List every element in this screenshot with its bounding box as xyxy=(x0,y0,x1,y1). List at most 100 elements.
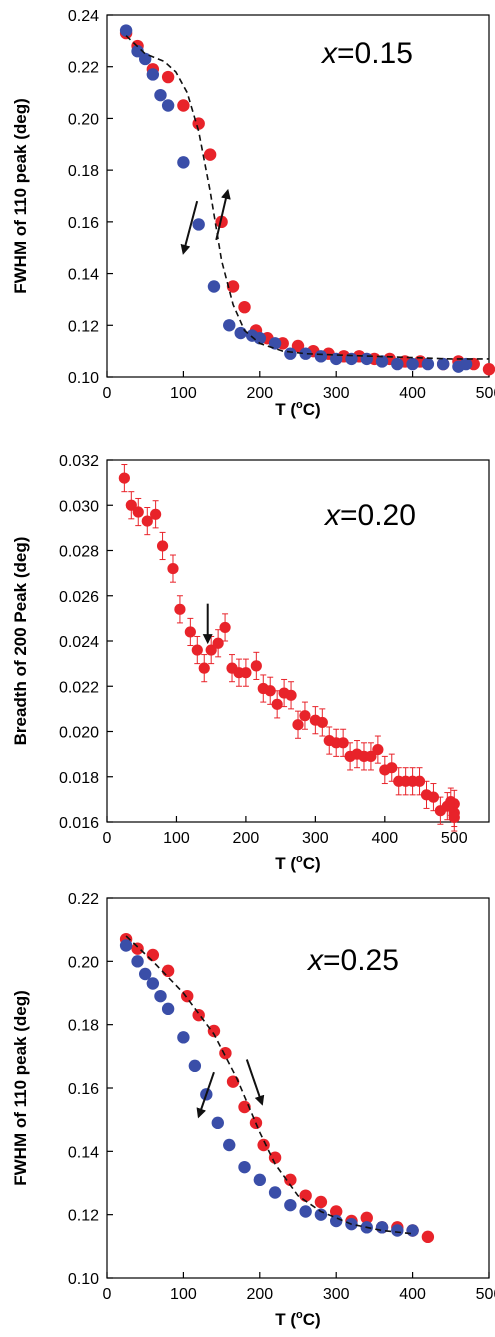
data-point-series-1 xyxy=(146,977,160,990)
x-axis-label: T (oC) xyxy=(275,399,320,419)
data-point-series-0 xyxy=(271,698,283,710)
x-tick-label: 300 xyxy=(302,830,329,847)
data-point-series-0 xyxy=(167,563,179,575)
x-axis-label-unit: C) xyxy=(303,400,321,419)
y-tick-label: 0.016 xyxy=(59,815,99,832)
data-point-series-1 xyxy=(391,357,404,371)
data-point-series-0 xyxy=(299,710,311,722)
data-point-series-0 xyxy=(257,1138,270,1152)
composition-label: x=0.20 xyxy=(323,499,416,532)
data-point-series-0 xyxy=(238,300,251,314)
plot-frame xyxy=(106,897,490,1279)
data-point-series-0 xyxy=(365,750,377,762)
data-point-series-1 xyxy=(154,989,167,1003)
direction-arrow xyxy=(245,1059,265,1106)
data-point-series-0 xyxy=(146,948,160,962)
data-point-series-0 xyxy=(205,644,217,656)
data-point-series-0 xyxy=(184,626,196,638)
data-point-series-0 xyxy=(191,644,203,656)
data-point-series-0 xyxy=(150,508,162,520)
data-point-series-0 xyxy=(207,1024,221,1038)
x-axis-label-base: T ( xyxy=(275,1310,296,1329)
data-point-series-1 xyxy=(284,1198,297,1212)
x-tick-label: 200 xyxy=(246,1286,273,1303)
data-point-series-1 xyxy=(131,45,144,58)
x-tick-label: 500 xyxy=(441,830,468,847)
y-tick-label: 0.022 xyxy=(59,679,99,696)
data-point-series-1 xyxy=(192,218,205,231)
data-point-series-0 xyxy=(132,506,144,518)
y-axis-label: FWHM of 110 peak (deg) xyxy=(11,98,30,294)
x-axis-label-base: T ( xyxy=(275,854,296,873)
x-tick-label: 0 xyxy=(103,385,112,402)
data-point-series-1 xyxy=(375,355,389,368)
composition-variable: x xyxy=(306,944,324,977)
data-point-series-1 xyxy=(421,357,435,371)
y-tick-label: 0.16 xyxy=(68,1081,99,1098)
data-point-series-0 xyxy=(386,762,398,774)
data-point-series-0 xyxy=(285,689,297,701)
panel-x015: 0 100 200 300 400 500 0.10 0.12 0.14 0.16 0.18 0.20… xyxy=(11,8,495,419)
composition-value: =0.20 xyxy=(340,499,416,532)
data-point-series-1 xyxy=(211,1116,224,1130)
x-axis-label-degree: o xyxy=(296,399,303,411)
y-axis-label: FWHM of 110 peak (deg) xyxy=(11,990,30,1186)
data-point-series-1 xyxy=(360,352,373,366)
data-point-series-0 xyxy=(125,499,137,511)
x-tick-label: 500 xyxy=(476,385,495,402)
data-point-series-1 xyxy=(268,337,282,350)
data-point-series-0 xyxy=(161,964,175,978)
composition-value: =0.25 xyxy=(323,944,399,977)
data-point-series-0 xyxy=(268,1151,282,1164)
data-point-series-0 xyxy=(215,215,228,229)
data-point-series-1 xyxy=(146,68,160,81)
x-tick-label: 100 xyxy=(170,385,197,402)
y-tick-label: 0.024 xyxy=(59,634,99,651)
y-tick-label: 0.18 xyxy=(68,163,99,180)
x-tick-label: 0 xyxy=(103,830,112,847)
data-point-series-1 xyxy=(345,352,358,366)
data-point-series-1 xyxy=(154,88,167,102)
data-point-series-0 xyxy=(448,811,460,824)
y-tick-label: 0.026 xyxy=(59,589,99,606)
y-tick-label: 0.20 xyxy=(68,954,99,971)
y-tick-label: 0.12 xyxy=(68,1208,99,1225)
y-tick-label: 0.028 xyxy=(59,544,99,561)
data-point-series-1 xyxy=(314,350,328,363)
data-point-series-0 xyxy=(177,99,190,112)
data-point-series-0 xyxy=(161,70,175,84)
x-axis-label: T (oC) xyxy=(275,1309,320,1329)
x-tick-label: 200 xyxy=(246,385,273,402)
data-point-series-1 xyxy=(314,1208,328,1221)
composition-variable: x xyxy=(323,499,341,532)
y-tick-label: 0.22 xyxy=(68,891,99,908)
data-point-series-1 xyxy=(188,1059,202,1073)
direction-arrow xyxy=(180,200,199,255)
panel-x025: 0 100 200 300 400 500 0.10 0.12 0.14 0.16 0.18 0.20… xyxy=(11,891,495,1329)
x-axis-label-degree: o xyxy=(296,853,303,865)
y-tick-label: 0.032 xyxy=(59,453,99,470)
composition-label: x=0.25 xyxy=(306,944,399,977)
data-point-series-1 xyxy=(139,52,152,66)
data-point-series-1 xyxy=(299,1205,312,1218)
data-point-series-0 xyxy=(219,621,231,634)
y-tick-label: 0.18 xyxy=(68,1018,99,1035)
data-point-series-0 xyxy=(314,1195,328,1209)
x-tick-label: 500 xyxy=(476,1286,495,1303)
data-point-series-1 xyxy=(234,326,247,340)
data-point-series-0 xyxy=(118,472,130,484)
y-tick-label: 0.14 xyxy=(68,267,99,284)
panel-x020: 0 100 200 300 400 500 0.016 0.018 0.020 0.022 0.02… xyxy=(11,453,490,873)
data-point-series-0 xyxy=(421,1230,435,1244)
data-point-series-1 xyxy=(238,1160,251,1174)
y-tick-label: 0.24 xyxy=(68,8,99,25)
y-tick-label: 0.018 xyxy=(59,770,99,787)
x-tick-label: 300 xyxy=(323,385,350,402)
data-point-series-0 xyxy=(203,148,217,161)
data-point-series-1 xyxy=(161,99,175,112)
composition-variable: x xyxy=(320,37,338,70)
data-point-series-0 xyxy=(292,719,304,731)
x-tick-label: 200 xyxy=(233,830,260,847)
data-point-series-1 xyxy=(436,357,450,371)
fit-curve xyxy=(125,935,413,1235)
